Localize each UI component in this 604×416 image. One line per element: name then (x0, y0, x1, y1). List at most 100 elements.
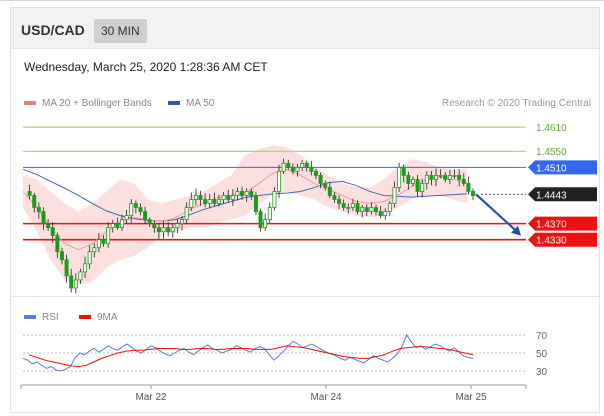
candle-body (457, 174, 462, 180)
legend-item-ma20: MA 20 + Bollinger Bands (24, 98, 152, 109)
legend-label-ma50: MA 50 (186, 98, 215, 109)
candle-body (87, 251, 92, 265)
candle-body (447, 174, 452, 180)
level-labels-layer: 1.4610 1.4550 1.4510 1.4443 1.4370 1.4330 (528, 123, 597, 247)
candle-body (387, 203, 392, 212)
candle-body (78, 271, 83, 281)
candle-body (143, 211, 148, 221)
candle-body (212, 199, 217, 204)
candle-body (59, 251, 64, 261)
level-label: 1.4370 (536, 220, 567, 231)
candle-body (235, 191, 240, 196)
candle-body (323, 183, 328, 188)
projection-arrow-head (511, 225, 521, 236)
legend-item-ma50: MA 50 (168, 98, 214, 109)
candle-body (286, 162, 291, 168)
symbol-title: USD/CAD (21, 22, 85, 38)
candle-body (106, 227, 111, 245)
rsi-tick-label: 50 (536, 349, 548, 360)
candle-body (64, 259, 69, 277)
candle-body (124, 215, 129, 221)
candle-body (249, 191, 254, 196)
legend-label-9ma: 9MA (97, 312, 118, 323)
candle-body (27, 191, 32, 196)
candle-body (83, 263, 88, 273)
rsi-panel: 70 50 30 (22, 331, 548, 378)
candle-body (281, 162, 286, 172)
candle-body (55, 235, 60, 253)
x-tick-label: Mar 22 (135, 392, 167, 403)
candle-body (397, 166, 402, 188)
candle-body (69, 275, 74, 289)
legend-swatch-ma50 (168, 101, 180, 106)
candle-body (434, 174, 439, 180)
legend-item-rsi: RSI (24, 312, 59, 323)
candle-body (341, 203, 346, 208)
rsi-tick-label: 70 (536, 331, 548, 342)
projection-layer (475, 193, 521, 236)
candle-body (277, 170, 282, 192)
candle-body (267, 207, 272, 221)
timestamp: Wednesday, March 25, 2020 1:28:36 AM CET (24, 60, 268, 74)
candle-body (332, 195, 337, 200)
candle-body (152, 223, 157, 229)
candle-body (318, 174, 323, 184)
rsi-9ma-line (28, 345, 474, 368)
candle-body (240, 191, 245, 196)
legend-swatch-ma20 (24, 101, 36, 106)
candle-body (244, 191, 249, 196)
candle-body (272, 191, 277, 208)
candle-body (466, 183, 471, 192)
candle-body (452, 174, 457, 177)
candle-body (378, 211, 383, 216)
rsi-line (22, 333, 474, 372)
candle-body (96, 239, 101, 249)
candle-body (461, 178, 466, 184)
candle-body (410, 178, 415, 184)
candle-body (263, 219, 268, 229)
chart-canvas: 1.4610 1.4550 1.4510 1.4443 1.4370 1.4330 70 5… (20, 123, 597, 403)
candle-body (226, 195, 231, 200)
legend-swatch-9ma (79, 315, 91, 320)
candle-body (203, 199, 208, 204)
candle-body (73, 279, 78, 289)
x-tick-label: Mar 25 (455, 392, 487, 403)
candle-body (119, 219, 124, 229)
candle-body (337, 199, 342, 204)
panel-separator (11, 296, 599, 297)
candle-body (253, 195, 258, 212)
candle-body (175, 223, 180, 229)
candle-body (138, 207, 143, 212)
candle-body (415, 178, 420, 192)
candle-body (309, 166, 314, 172)
chart-widget: USD/CAD 30 MIN Wednesday, March 25, 2020… (10, 7, 600, 413)
level-lines-layer (23, 126, 526, 241)
bollinger-band-layer (23, 145, 467, 284)
candle-body (221, 195, 226, 200)
x-axis: Mar 22 Mar 24 Mar 25 (20, 384, 527, 403)
candle-body (193, 195, 198, 200)
candle-body (355, 203, 360, 212)
candle-body (101, 239, 106, 245)
candle-body (420, 183, 425, 192)
candle-body (350, 203, 355, 208)
x-tick-label: Mar 24 (310, 392, 342, 403)
level-tag (528, 216, 597, 231)
candle-body (313, 170, 318, 176)
candle-body (295, 166, 300, 172)
credit-text: Research © 2020 Trading Central (441, 98, 591, 109)
timeframe-badge[interactable]: 30 MIN (94, 19, 147, 43)
candle-body (46, 223, 51, 229)
candle-body (424, 174, 429, 184)
level-label: 1.4330 (536, 236, 567, 247)
candle-body (36, 207, 41, 212)
candle-body (327, 187, 332, 196)
level-label: 1.4610 (536, 123, 567, 134)
candle-body (360, 207, 365, 212)
top-border (0, 0, 604, 1)
chart-header: USD/CAD 30 MIN (11, 8, 599, 49)
candles-layer (27, 158, 475, 294)
candle-body (166, 227, 171, 233)
candle-body (207, 199, 212, 204)
candle-body (364, 207, 369, 212)
